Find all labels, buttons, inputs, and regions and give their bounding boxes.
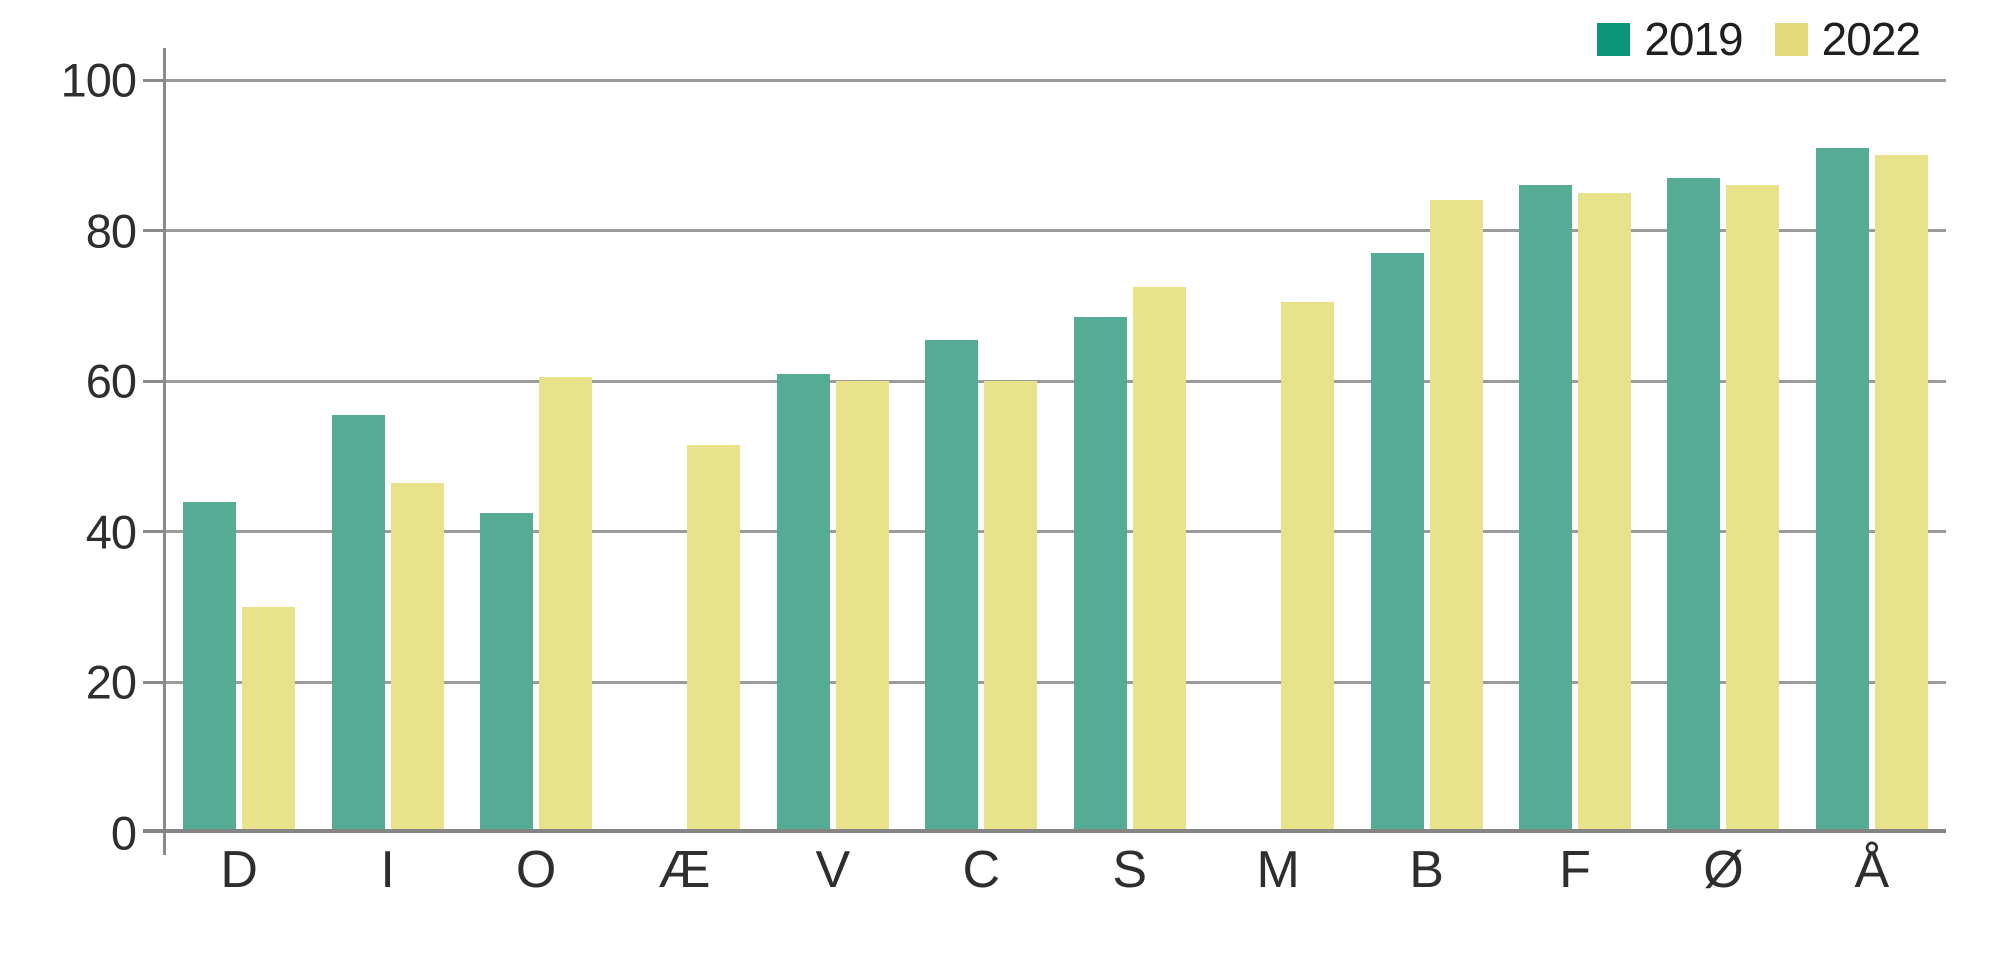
- bar-2022-O: [539, 377, 593, 833]
- bar-2022-M: [1281, 302, 1335, 833]
- plot-area: [143, 78, 1946, 833]
- bar-2019-Å: [1815, 147, 1869, 833]
- x-axis-label-Å: Å: [1854, 841, 1890, 899]
- bar-2022-S: [1132, 287, 1186, 833]
- y-axis-label-0: 0: [110, 806, 137, 860]
- x-axis-label-S: S: [1112, 841, 1148, 899]
- bar-2019-C: [925, 339, 979, 833]
- x-axis-label-Ø: Ø: [1703, 841, 1744, 899]
- x-axis-label-M: M: [1256, 841, 1300, 899]
- x-axis-baseline: [143, 829, 1946, 833]
- bar-group-C: [907, 80, 1055, 833]
- y-axis-label-100: 100: [60, 53, 137, 107]
- bar-group-S: [1056, 80, 1204, 833]
- x-axis-label-O: O: [515, 841, 557, 899]
- legend-item-2019: 2019: [1597, 13, 1744, 65]
- gridline-40: [165, 530, 1946, 534]
- x-axis-label-D: D: [220, 841, 258, 899]
- bar-2019-V: [776, 373, 830, 833]
- bar-2019-Ø: [1667, 177, 1721, 833]
- bar-2022-D: [242, 607, 296, 833]
- legend-swatch-2019-icon: [1597, 22, 1631, 56]
- bar-2022-Æ: [687, 445, 741, 833]
- y-axis-label-40: 40: [85, 505, 137, 559]
- y-tick-100: [143, 78, 165, 82]
- legend-swatch-2022-icon: [1774, 22, 1808, 56]
- bar-2022-Ø: [1726, 185, 1780, 833]
- bar-2022-B: [1429, 200, 1483, 833]
- y-tick-20: [143, 680, 165, 684]
- y-axis-label-80: 80: [85, 204, 137, 258]
- bar-2022-C: [984, 381, 1038, 833]
- y-axis-line: [163, 48, 166, 855]
- bar-group-V: [759, 80, 907, 833]
- bar-group-Å: [1798, 80, 1946, 833]
- legend-label-2019: 2019: [1644, 13, 1743, 65]
- x-axis-label-I: I: [380, 841, 395, 899]
- y-tick-40: [143, 530, 165, 534]
- bar-group-F: [1501, 80, 1649, 833]
- y-tick-60: [143, 379, 165, 383]
- y-axis-label-20: 20: [85, 655, 137, 709]
- bar-group-Ø: [1649, 80, 1797, 833]
- gridline-60: [165, 379, 1946, 383]
- x-axis-label-Æ: Æ: [658, 841, 711, 899]
- bar-group-O: [462, 80, 610, 833]
- bar-2019-F: [1519, 185, 1572, 833]
- gridline-100: [165, 78, 1946, 82]
- bar-group-D: [165, 80, 313, 833]
- bar-2019-O: [480, 512, 534, 833]
- bar-group-I: [313, 80, 461, 833]
- bar-2022-Å: [1874, 155, 1928, 833]
- y-tick-80: [143, 229, 165, 233]
- x-axis-label-C: C: [962, 841, 1001, 899]
- legend-label-2022: 2022: [1821, 13, 1921, 65]
- bar-2019-B: [1370, 253, 1424, 833]
- gridline-80: [165, 229, 1946, 233]
- legend-item-2022: 2022: [1774, 13, 1921, 65]
- chart-legend: 2019 2022: [1597, 13, 1921, 65]
- bar-2022-V: [835, 381, 889, 833]
- bar-group-B: [1352, 80, 1500, 833]
- bar-2022-F: [1578, 192, 1631, 833]
- x-axis-label-F: F: [1559, 841, 1591, 899]
- x-axis-label-V: V: [815, 841, 851, 899]
- gridline-20: [165, 680, 1946, 684]
- bar-group-Æ: [610, 80, 758, 833]
- bar-group-M: [1204, 80, 1352, 833]
- bar-2019-S: [1073, 317, 1127, 833]
- bar-2019-I: [331, 415, 385, 833]
- bar-2019-D: [183, 501, 237, 833]
- x-axis-label-B: B: [1409, 841, 1444, 899]
- bars-row: [165, 80, 1946, 833]
- y-axis-label-60: 60: [85, 354, 137, 408]
- bar-2022-I: [390, 482, 444, 833]
